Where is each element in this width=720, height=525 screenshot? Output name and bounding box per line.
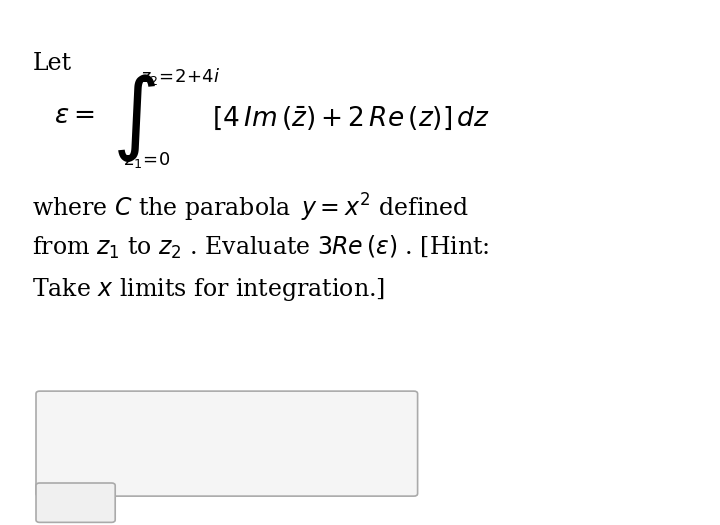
- FancyBboxPatch shape: [36, 391, 418, 496]
- Text: $\epsilon =$: $\epsilon =$: [54, 103, 94, 128]
- Text: Take $x$ limits for integration.]: Take $x$ limits for integration.]: [32, 276, 385, 302]
- Text: $\int$: $\int$: [112, 72, 156, 164]
- Text: where $C$ the parabola $\,y = x^2$ defined: where $C$ the parabola $\,y = x^2$ defin…: [32, 192, 469, 224]
- Text: $z_2\!=\!2\!+\!4i$: $z_2\!=\!2\!+\!4i$: [140, 66, 221, 87]
- FancyBboxPatch shape: [36, 483, 115, 522]
- Text: from $z_1$ to $z_2$ . Evaluate $3Re\,(\epsilon)$ . [Hint:: from $z_1$ to $z_2$ . Evaluate $3Re\,(\e…: [32, 234, 490, 261]
- Text: $z_1\!=\!0$: $z_1\!=\!0$: [124, 150, 170, 170]
- Text: Let: Let: [32, 52, 71, 76]
- Text: $[4\,Im\,(\bar{z}) + 2\,Re\,(z)]\,dz$: $[4\,Im\,(\bar{z}) + 2\,Re\,(z)]\,dz$: [212, 104, 490, 132]
